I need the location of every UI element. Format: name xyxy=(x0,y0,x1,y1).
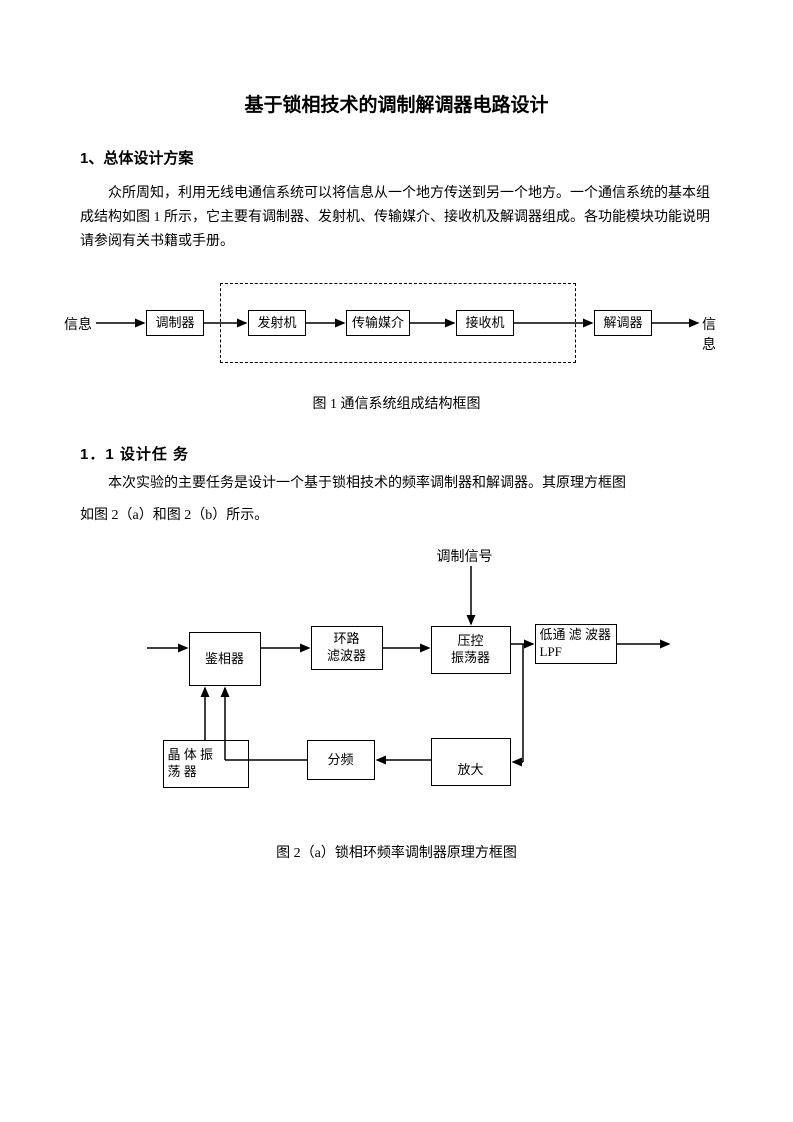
fig1-box-modulator: 调制器 xyxy=(146,310,204,336)
fig1-box-receiver: 接收机 xyxy=(456,310,514,336)
figure-2a-caption: 图 2（a）锁相环频率调制器原理方框图 xyxy=(80,842,713,862)
fig1-right-label: 信息 xyxy=(702,314,720,354)
figure-1-caption: 图 1 通信系统组成结构框图 xyxy=(80,393,713,413)
section11-paragraph-2: 如图 2（a）和图 2（b）所示。 xyxy=(80,504,713,528)
fig1-left-label: 信息 xyxy=(64,314,92,334)
fig2-box-pd: 鉴相器 xyxy=(189,632,261,686)
fig2-box-div: 分频 xyxy=(307,740,375,780)
fig2-top-label: 调制信号 xyxy=(437,546,493,566)
fig1-box-transmitter: 发射机 xyxy=(248,310,306,336)
section11-paragraph-1: 本次实验的主要任务是设计一个基于锁相技术的频率调制器和解调器。其原理方框图 xyxy=(80,472,713,496)
page-title: 基于锁相技术的调制解调器电路设计 xyxy=(80,90,713,117)
figure-1: 信息 信息 调制器 发射机 传输媒介 接收机 解调器 xyxy=(80,273,720,373)
fig1-box-medium: 传输媒介 xyxy=(346,310,410,336)
section1-heading: 1、总体设计方案 xyxy=(80,147,713,168)
figure-2a: 调制信号 鉴相器 环路 滤波器 压控 振荡器 低通 滤 波器 LPF 晶 体 振… xyxy=(117,542,677,822)
fig2-box-xtal: 晶 体 振 荡 器 xyxy=(163,740,249,788)
fig2-box-vco: 压控 振荡器 xyxy=(431,626,511,674)
fig2-box-lpf: 低通 滤 波器 LPF xyxy=(535,624,617,664)
fig2-box-amp: 放大 xyxy=(431,738,511,786)
fig2-box-lf: 环路 滤波器 xyxy=(311,626,383,670)
section1-paragraph: 众所周知，利用无线电通信系统可以将信息从一个地方传送到另一个地方。一个通信系统的… xyxy=(80,182,713,253)
section11-heading: 1．1 设计任 务 xyxy=(80,443,713,464)
fig1-box-demodulator: 解调器 xyxy=(594,310,652,336)
